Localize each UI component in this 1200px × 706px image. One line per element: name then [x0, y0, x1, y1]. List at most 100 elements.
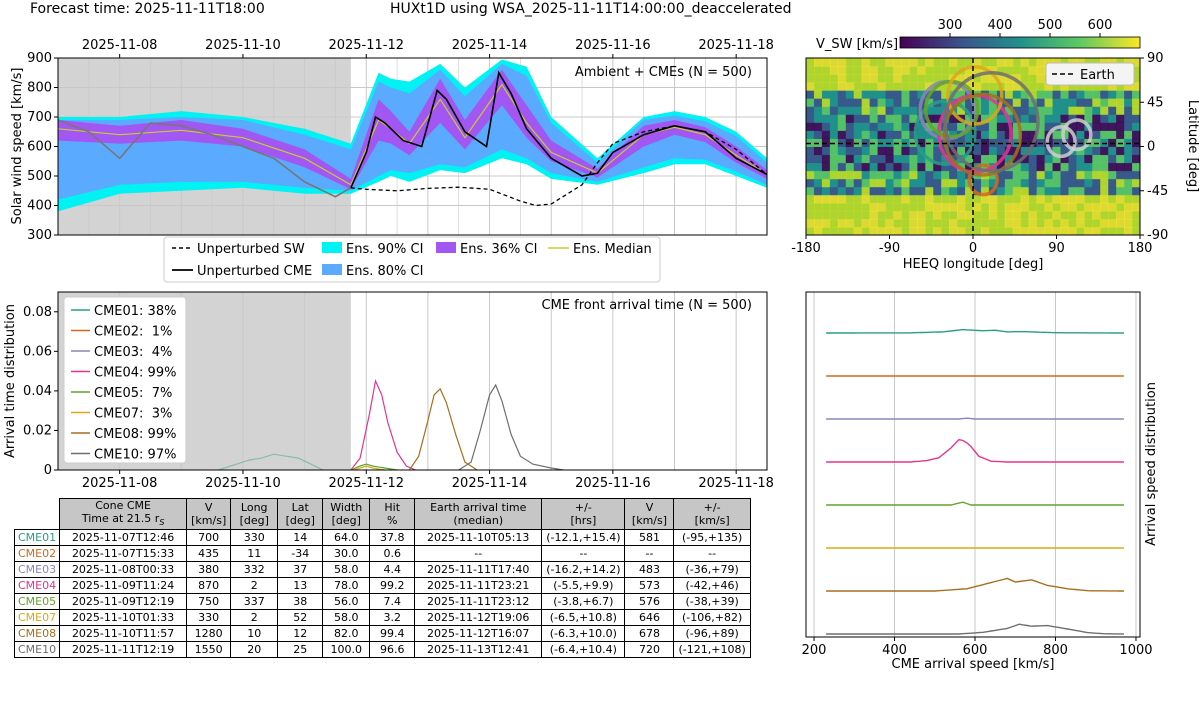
- map-cell: [925, 210, 934, 220]
- median-line: [58, 83, 767, 186]
- map-cell: [941, 162, 950, 172]
- speed-panel-title: Ambient + CMEs (N = 500): [575, 65, 752, 80]
- map-cell: [877, 98, 887, 107]
- map-cell: [1020, 106, 1030, 115]
- map-cell: [941, 170, 950, 180]
- map-cell: [1020, 130, 1030, 139]
- speed-dist-curve-cme04: [826, 438, 1124, 463]
- map-cell: [973, 218, 982, 228]
- map-cell: [1108, 130, 1117, 139]
- map-cell: [1100, 170, 1109, 180]
- map-cell: [980, 178, 990, 188]
- table-header-row: Cone CME Time at 21.5 rS V [km/s] Long [deg…: [14, 497, 751, 531]
- map-cell: [941, 210, 950, 220]
- legend-swatch-ci36: [436, 242, 456, 253]
- map-cell: [845, 82, 855, 91]
- map-cell: [869, 170, 879, 180]
- map-cell: [813, 122, 823, 131]
- table-cell: 38: [277, 593, 324, 611]
- map-cell: [1132, 146, 1140, 156]
- map-cell: [861, 186, 871, 196]
- map-cell: [909, 226, 918, 235]
- table-cell: 13: [277, 577, 324, 595]
- arrival-xtick-label: 2025-11-12: [328, 476, 404, 491]
- map-cell: [813, 130, 823, 139]
- map-cell: [909, 178, 918, 188]
- map-cell: [821, 66, 831, 75]
- arrival-curve-cme07: [353, 465, 385, 470]
- map-cell: [988, 74, 998, 83]
- map-cell: [1004, 74, 1014, 83]
- map-cell: [1028, 66, 1038, 75]
- map-cell: [1068, 170, 1077, 180]
- map-cell: [949, 138, 958, 147]
- map-cell: [837, 154, 847, 164]
- map-cell: [853, 122, 863, 131]
- map-cell: [1052, 154, 1061, 164]
- unperturbed-cme-line: [350, 70, 767, 189]
- map-cell: [806, 114, 815, 123]
- table-cell: 2025-11-12T19:06: [414, 609, 543, 627]
- map-cell: [1100, 162, 1109, 172]
- map-cell: [853, 218, 863, 228]
- table-cell: (-95,+135): [673, 529, 751, 547]
- map-cell: [885, 218, 894, 228]
- map-cell: [877, 122, 887, 131]
- map-cell: [861, 218, 871, 228]
- map-cell: [1092, 194, 1101, 204]
- th-hit: Hit%: [369, 497, 416, 531]
- map-cell: [965, 130, 974, 139]
- map-cell: [1036, 186, 1046, 196]
- map-cell: [869, 202, 879, 212]
- map-cell: [941, 82, 950, 91]
- map-cell: [1036, 82, 1046, 91]
- map-cell: [1052, 138, 1061, 147]
- table-cell: 870: [186, 577, 232, 595]
- map-cell: [973, 178, 982, 188]
- map-cell: [957, 122, 966, 131]
- map-cell: [1068, 154, 1077, 164]
- map-cell: [1036, 162, 1046, 172]
- map-cell: [877, 106, 887, 115]
- map-cell: [813, 138, 823, 147]
- map-cell: [861, 74, 871, 83]
- map-cell: [980, 106, 990, 115]
- map-cell: [1060, 90, 1069, 99]
- map-cell: [980, 138, 990, 147]
- map-cell: [1076, 114, 1085, 123]
- map-cell: [965, 66, 974, 75]
- map-cell: [885, 170, 894, 180]
- map-cell: [1124, 170, 1133, 180]
- map-cell: [829, 114, 839, 123]
- map-cell: [1020, 146, 1030, 156]
- map-cell: [893, 194, 902, 204]
- map-cell: [893, 138, 902, 147]
- map-cell: [941, 194, 950, 204]
- map-cell: [853, 138, 863, 147]
- speed-ytick-label: 500: [27, 169, 52, 184]
- map-cell: [1060, 170, 1069, 180]
- map-cell: [1028, 162, 1038, 172]
- map-cell: [877, 162, 887, 172]
- map-cell: [1036, 178, 1046, 188]
- arrival-legend-box: [63, 296, 187, 464]
- map-cell: [1084, 186, 1093, 196]
- table-cell: 2025-11-11T17:40: [414, 561, 543, 579]
- map-cell: [925, 130, 934, 139]
- map-cell: [829, 58, 839, 67]
- table-cell: 37.8: [369, 529, 416, 547]
- map-ticks: -180 -90 0 90 180 90 45 0 -45 -90: [791, 51, 1168, 256]
- map-cell: [1052, 218, 1061, 228]
- th-v-arr: V [km/s]: [624, 497, 675, 531]
- map-cell: [917, 90, 926, 99]
- map-cell: [1068, 202, 1077, 212]
- map-cell: [829, 90, 839, 99]
- map-cell: [949, 162, 958, 172]
- map-cell: [1052, 170, 1061, 180]
- map-cell: [980, 226, 990, 235]
- map-cell: [885, 154, 894, 164]
- map-cell: [996, 210, 1006, 220]
- map-cell: [1052, 58, 1061, 67]
- map-cell: [1004, 226, 1014, 235]
- map-cell: [925, 74, 934, 83]
